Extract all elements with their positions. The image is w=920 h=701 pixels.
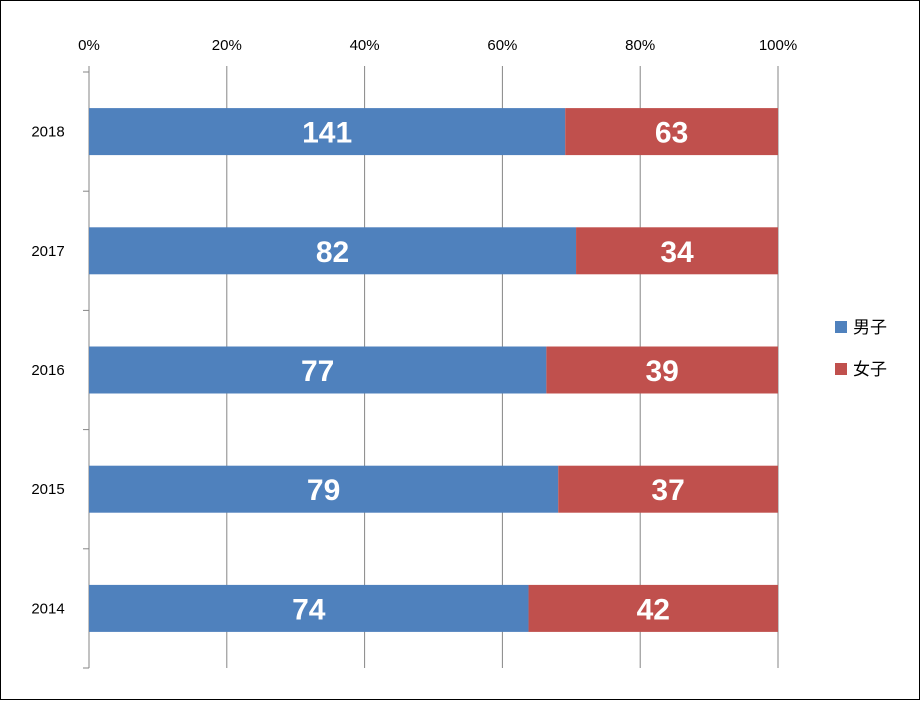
x-tick-label: 60%	[487, 37, 517, 54]
x-tick-label: 20%	[212, 37, 242, 54]
bar-value-label: 37	[651, 474, 684, 507]
bar-value-label: 79	[307, 474, 340, 507]
bar-value-label: 63	[655, 117, 688, 150]
x-tick-label: 80%	[625, 37, 655, 54]
bar-segment	[576, 227, 778, 275]
bars: 141 63 82 34 77 39 79 37 74 42	[89, 108, 778, 632]
bar-value-label: 77	[301, 355, 334, 388]
legend-swatch	[835, 363, 847, 375]
bar-segment	[89, 465, 559, 513]
y-tick-label: 2017	[31, 243, 64, 260]
bar-value-label: 42	[637, 593, 670, 626]
bar-segment	[89, 227, 577, 275]
bar-segment	[546, 346, 778, 394]
y-tick-label: 2016	[31, 362, 64, 379]
bar-value-label: 141	[302, 117, 352, 150]
legend-swatch	[835, 321, 847, 333]
bar-value-label: 74	[292, 593, 326, 626]
y-tick-label: 2015	[31, 481, 64, 498]
bar-value-label: 82	[316, 236, 349, 269]
bar-value-label: 39	[645, 355, 678, 388]
legend-label: 男子	[853, 318, 887, 337]
bar-segment	[565, 108, 778, 156]
y-tick-label: 2018	[31, 124, 64, 141]
x-tick-label: 100%	[759, 37, 797, 54]
y-tick-labels: 2018 2017 2016 2015 2014	[31, 124, 64, 618]
bar-value-label: 34	[660, 236, 694, 269]
bar-segment	[89, 584, 529, 632]
y-tick-label: 2014	[31, 600, 64, 617]
bar-segment	[558, 465, 778, 513]
legend-label: 女子	[853, 360, 887, 379]
bar-segment	[528, 584, 778, 632]
bar-segment	[89, 346, 547, 394]
x-tick-label: 40%	[350, 37, 380, 54]
x-tick-label: 0%	[78, 37, 100, 54]
x-tick-labels: 0% 20% 40% 60% 80% 100%	[78, 37, 797, 54]
bar-segment	[89, 108, 566, 156]
